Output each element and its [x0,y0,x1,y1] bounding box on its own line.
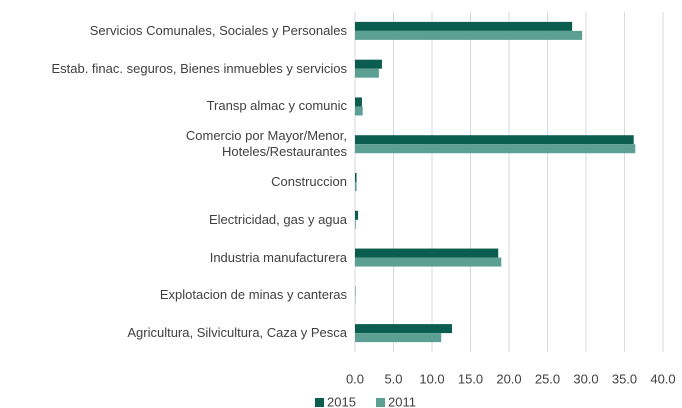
y-tick-label: Transp almac y comunic [206,98,347,114]
x-tick-label: 35.0 [612,371,637,386]
x-tick-label: 25.0 [535,371,560,386]
y-tick-label: Comercio por Mayor/Menor, Hoteles/Restau… [185,128,347,160]
legend-swatch [376,398,385,407]
bar [355,257,502,267]
y-tick-label: Electricidad, gas y agua [208,211,347,227]
bar [355,106,363,116]
y-tick-label: Construccion [271,174,347,189]
legend-label: 2011 [388,394,416,408]
bar [355,219,356,229]
x-tick-label: 0.0 [346,371,364,386]
y-tick-label: Explotacion de minas y canteras [159,287,347,303]
bar [355,248,499,258]
x-tick-label: 10.0 [419,371,444,386]
bar [355,59,382,69]
bar [355,68,379,78]
bar [355,144,636,154]
bar [355,210,359,220]
y-tick-label: Agricultura, Silvicultura, Caza y Pesca [127,325,347,341]
bar [355,324,453,334]
x-tick-label: 15.0 [458,371,483,386]
y-tick-label: Servicios Comunales, Sociales y Personal… [89,22,347,38]
bar [355,97,362,107]
bar [355,21,573,31]
y-tick-label: Estab. finac. seguros, Bienes inmuebles … [51,60,347,76]
bar [355,333,442,343]
bar [355,135,634,145]
bar [355,30,583,40]
y-tick-label: Industria manufacturera [209,249,347,265]
x-tick-label: 5.0 [384,371,402,386]
bar [355,182,357,191]
x-tick-label: 20.0 [496,371,521,386]
x-tick-label: 40.0 [650,371,675,386]
legend-swatch [315,398,324,407]
legend-label: 2015 [327,394,356,408]
bar [355,173,357,182]
x-tick-label: 30.0 [573,371,598,386]
